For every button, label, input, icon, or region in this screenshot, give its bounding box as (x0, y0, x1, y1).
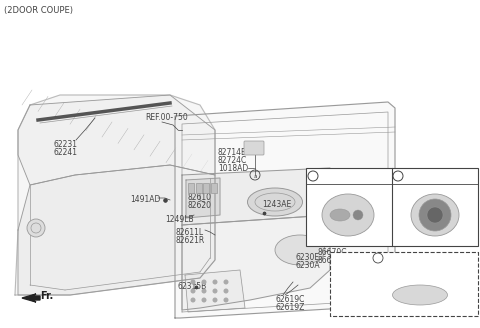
Circle shape (213, 297, 217, 302)
Text: 62241: 62241 (54, 148, 78, 157)
Circle shape (427, 207, 443, 223)
Circle shape (191, 279, 195, 284)
Bar (330, 252, 478, 316)
Text: a: a (309, 174, 313, 179)
Text: (DRIVE): (DRIVE) (335, 255, 364, 264)
Text: 82621R: 82621R (176, 236, 205, 245)
Text: 82724C: 82724C (218, 156, 247, 165)
Bar (211, 183, 216, 193)
Circle shape (191, 289, 195, 294)
Bar (203, 183, 209, 193)
Circle shape (202, 289, 206, 294)
Ellipse shape (353, 210, 363, 220)
Polygon shape (15, 95, 215, 295)
Text: 1249LB: 1249LB (165, 215, 193, 224)
Text: 82610: 82610 (188, 193, 212, 202)
Circle shape (202, 297, 206, 302)
Text: 62231: 62231 (54, 140, 78, 149)
Polygon shape (182, 168, 330, 225)
Text: 6230A: 6230A (296, 261, 321, 270)
Ellipse shape (322, 194, 374, 236)
Text: Fr.: Fr. (40, 291, 53, 301)
Polygon shape (186, 178, 220, 218)
Text: 1491AD: 1491AD (130, 195, 160, 204)
Ellipse shape (411, 194, 459, 236)
Polygon shape (18, 95, 215, 185)
Polygon shape (18, 165, 215, 295)
Bar (306, 168, 478, 246)
Text: (2DOOR COUPE): (2DOOR COUPE) (4, 6, 73, 15)
Bar (195, 183, 202, 193)
Circle shape (202, 279, 206, 284)
Polygon shape (182, 215, 330, 310)
Ellipse shape (393, 285, 447, 305)
Ellipse shape (330, 209, 350, 221)
Circle shape (213, 289, 217, 294)
Text: 93570B: 93570B (406, 170, 435, 179)
Circle shape (191, 297, 195, 302)
Text: 86670D: 86670D (318, 256, 348, 265)
Polygon shape (185, 270, 245, 312)
Circle shape (419, 199, 451, 231)
Text: 1243AE: 1243AE (262, 200, 291, 209)
Polygon shape (175, 102, 395, 318)
Polygon shape (335, 264, 472, 315)
Text: 82611L: 82611L (176, 228, 204, 237)
Text: 82620: 82620 (188, 201, 212, 210)
Circle shape (224, 279, 228, 284)
Circle shape (224, 289, 228, 294)
Text: REF.00-750: REF.00-750 (145, 113, 188, 122)
FancyBboxPatch shape (244, 141, 264, 155)
Ellipse shape (275, 235, 325, 265)
Circle shape (213, 279, 217, 284)
Text: 93575B: 93575B (320, 170, 349, 179)
Circle shape (224, 297, 228, 302)
Polygon shape (340, 268, 465, 288)
Text: a: a (253, 174, 257, 178)
Text: 82714E: 82714E (218, 148, 247, 157)
Text: 1018AD: 1018AD (218, 164, 248, 173)
Bar (188, 183, 194, 193)
Text: 6230E: 6230E (296, 253, 320, 262)
Text: b: b (396, 174, 400, 179)
Circle shape (27, 219, 45, 237)
Ellipse shape (248, 188, 302, 216)
Text: 62619C: 62619C (275, 295, 304, 304)
Polygon shape (22, 294, 40, 302)
Text: 62315B: 62315B (178, 282, 207, 291)
Text: 62619Z: 62619Z (275, 303, 304, 312)
Text: 86670C: 86670C (318, 248, 348, 257)
